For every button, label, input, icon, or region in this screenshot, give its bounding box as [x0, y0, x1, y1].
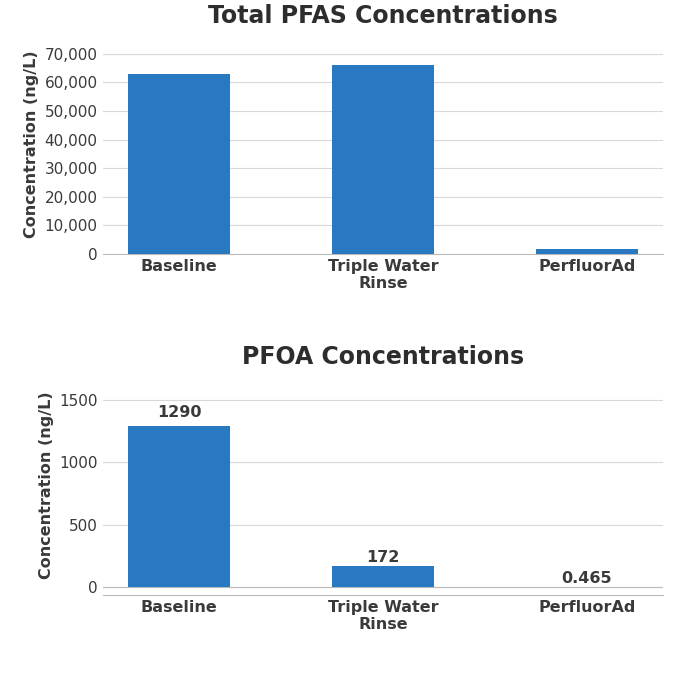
Y-axis label: Concentration (ng/L): Concentration (ng/L) — [24, 50, 39, 238]
Bar — [332, 65, 434, 254]
Bar — [128, 74, 230, 254]
Text: 172: 172 — [367, 550, 399, 564]
Bar — [128, 426, 230, 587]
Bar — [536, 249, 638, 254]
Title: PFOA Concentrations: PFOA Concentrations — [242, 345, 524, 368]
Title: Total PFAS Concentrations: Total PFAS Concentrations — [208, 3, 558, 28]
Text: 0.465: 0.465 — [562, 571, 612, 586]
Y-axis label: Concentration (ng/L): Concentration (ng/L) — [39, 391, 53, 579]
Text: 1290: 1290 — [157, 405, 201, 420]
Bar — [332, 566, 434, 587]
